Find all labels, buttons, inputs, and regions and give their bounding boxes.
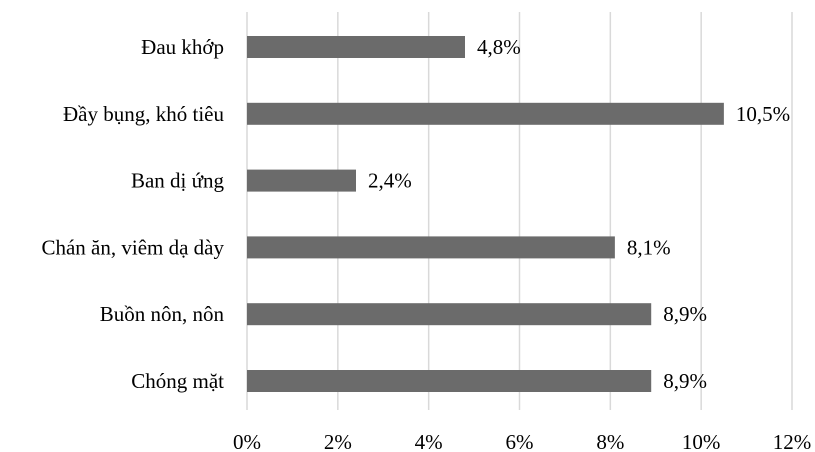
bar: [247, 236, 615, 259]
category-label: Chán ăn, viêm dạ dày: [41, 235, 224, 259]
category-label: Đầy bụng, khó tiêu: [63, 102, 224, 126]
category-labels: Đau khớp Đầy bụng, khó tiêu Ban dị ứng Chán…: [41, 35, 224, 393]
bar: [247, 370, 652, 392]
x-tick-label: 10%: [682, 430, 721, 452]
x-tick-label: 6%: [506, 430, 534, 452]
x-axis-tick-labels: 0% 2% 4% 6% 8% 10% 12%: [233, 430, 811, 452]
x-tick-label: 2%: [324, 430, 352, 452]
category-label: Đau khớp: [141, 35, 224, 59]
bar: [247, 169, 356, 192]
data-label: 8,9%: [663, 369, 707, 393]
category-label: Buồn nôn, nôn: [100, 302, 225, 326]
bar: [247, 102, 724, 125]
category-label: Ban dị ứng: [131, 169, 225, 193]
data-label: 8,1%: [627, 235, 671, 259]
data-label: 8,9%: [663, 302, 707, 326]
data-label: 10,5%: [736, 102, 790, 126]
x-tick-label: 8%: [596, 430, 624, 452]
data-labels: 4,8% 10,5% 2,4% 8,1% 8,9% 8,9%: [368, 35, 790, 393]
data-label: 4,8%: [477, 35, 521, 59]
gridlines: [246, 12, 793, 410]
x-tick-label: 12%: [773, 430, 812, 452]
data-label: 2,4%: [368, 169, 412, 193]
bar: [247, 36, 465, 58]
bars: [247, 36, 724, 392]
bar: [247, 303, 652, 326]
category-label: Chóng mặt: [131, 369, 224, 393]
x-tick-label: 4%: [415, 430, 443, 452]
x-tick-label: 0%: [233, 430, 261, 452]
